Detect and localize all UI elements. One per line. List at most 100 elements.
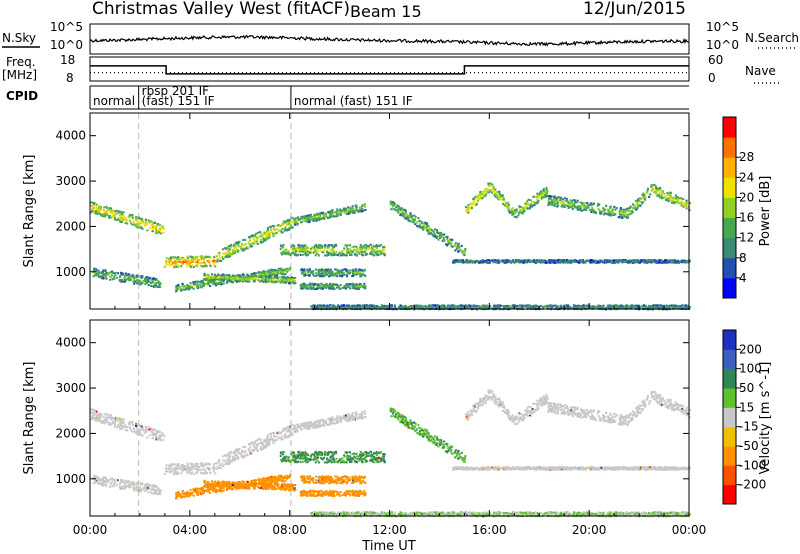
power-point bbox=[357, 284, 359, 286]
power-point bbox=[510, 208, 513, 211]
power-point bbox=[572, 203, 574, 206]
power-point bbox=[294, 222, 297, 224]
power-point bbox=[302, 215, 305, 218]
power-point bbox=[181, 263, 184, 266]
power-point bbox=[157, 223, 160, 225]
power-point bbox=[148, 221, 151, 224]
power-point bbox=[233, 250, 236, 253]
power-point bbox=[170, 258, 173, 261]
power-point bbox=[444, 305, 447, 308]
power-point bbox=[111, 270, 114, 273]
power-point bbox=[332, 214, 335, 217]
power-point bbox=[251, 242, 254, 245]
power-point bbox=[312, 251, 315, 254]
power-point bbox=[631, 261, 634, 263]
power-point bbox=[323, 214, 326, 217]
power-point bbox=[221, 274, 224, 277]
power-point bbox=[220, 260, 223, 262]
power-point bbox=[280, 273, 283, 276]
power-point bbox=[228, 277, 231, 280]
power-point bbox=[298, 246, 301, 249]
power-point bbox=[252, 280, 255, 283]
cpid-segment-label: (fast) 151 IF bbox=[142, 94, 215, 108]
power-point bbox=[620, 260, 623, 263]
power-point bbox=[281, 278, 284, 281]
power-point bbox=[668, 191, 671, 194]
power-point bbox=[291, 248, 294, 251]
power-point bbox=[177, 265, 180, 268]
power-point bbox=[244, 280, 247, 283]
power-point bbox=[281, 223, 284, 225]
power-point bbox=[204, 265, 207, 268]
power-point bbox=[296, 249, 299, 252]
power-point bbox=[457, 244, 460, 247]
power-point bbox=[351, 208, 354, 211]
power-point bbox=[620, 210, 623, 213]
power-point bbox=[409, 212, 412, 215]
power-point bbox=[506, 201, 509, 204]
power-point bbox=[135, 218, 137, 220]
power-point bbox=[683, 259, 686, 262]
power-point bbox=[498, 192, 501, 195]
power-point bbox=[121, 214, 124, 217]
power-point bbox=[568, 205, 571, 208]
power-point bbox=[432, 307, 435, 309]
power-point bbox=[325, 269, 328, 271]
power-point bbox=[277, 276, 280, 279]
power-point bbox=[321, 275, 324, 278]
power-point bbox=[599, 212, 601, 215]
power-point bbox=[461, 260, 463, 263]
power-point bbox=[422, 226, 425, 229]
power-point bbox=[545, 186, 548, 189]
power-point bbox=[121, 213, 123, 215]
power-point bbox=[286, 223, 289, 226]
power-point bbox=[552, 199, 555, 201]
power-point bbox=[110, 211, 113, 214]
power-point bbox=[267, 269, 270, 272]
power-point bbox=[267, 280, 270, 283]
power-point bbox=[121, 219, 124, 222]
power-point bbox=[322, 284, 325, 287]
power-point bbox=[561, 305, 564, 308]
power-point bbox=[287, 227, 290, 230]
power-point bbox=[181, 256, 184, 259]
nave-tick-bottom: 0 bbox=[708, 71, 716, 85]
power-point bbox=[319, 212, 322, 215]
power-point bbox=[650, 185, 653, 188]
power-point bbox=[652, 188, 655, 191]
power-point bbox=[195, 265, 198, 268]
power-point bbox=[635, 200, 637, 203]
power-point bbox=[528, 259, 531, 262]
power-point bbox=[353, 212, 355, 214]
power-point bbox=[90, 201, 93, 204]
power-point bbox=[98, 210, 101, 213]
power-point bbox=[387, 305, 390, 308]
power-point bbox=[604, 204, 607, 207]
power-point bbox=[502, 259, 505, 262]
power-point bbox=[418, 224, 421, 227]
power-point bbox=[200, 261, 203, 264]
power-point bbox=[346, 244, 349, 247]
power-point bbox=[236, 248, 239, 251]
power-point bbox=[306, 214, 309, 217]
power-point bbox=[363, 274, 366, 276]
power-point bbox=[321, 285, 324, 288]
power-point bbox=[669, 195, 672, 198]
power-point bbox=[318, 215, 320, 218]
power-point bbox=[484, 195, 487, 198]
power-point bbox=[136, 224, 139, 227]
power-point bbox=[292, 277, 295, 280]
power-point bbox=[228, 248, 231, 251]
power-point bbox=[220, 283, 223, 286]
power-point bbox=[412, 218, 415, 221]
power-point bbox=[261, 273, 264, 276]
power-point bbox=[284, 229, 286, 232]
power-point bbox=[540, 193, 542, 196]
power-point bbox=[456, 260, 459, 263]
power-point bbox=[494, 188, 497, 191]
power-point bbox=[302, 244, 305, 247]
power-point bbox=[323, 274, 326, 277]
power-point bbox=[358, 252, 361, 255]
power-point bbox=[506, 206, 509, 209]
power-point bbox=[340, 270, 343, 273]
